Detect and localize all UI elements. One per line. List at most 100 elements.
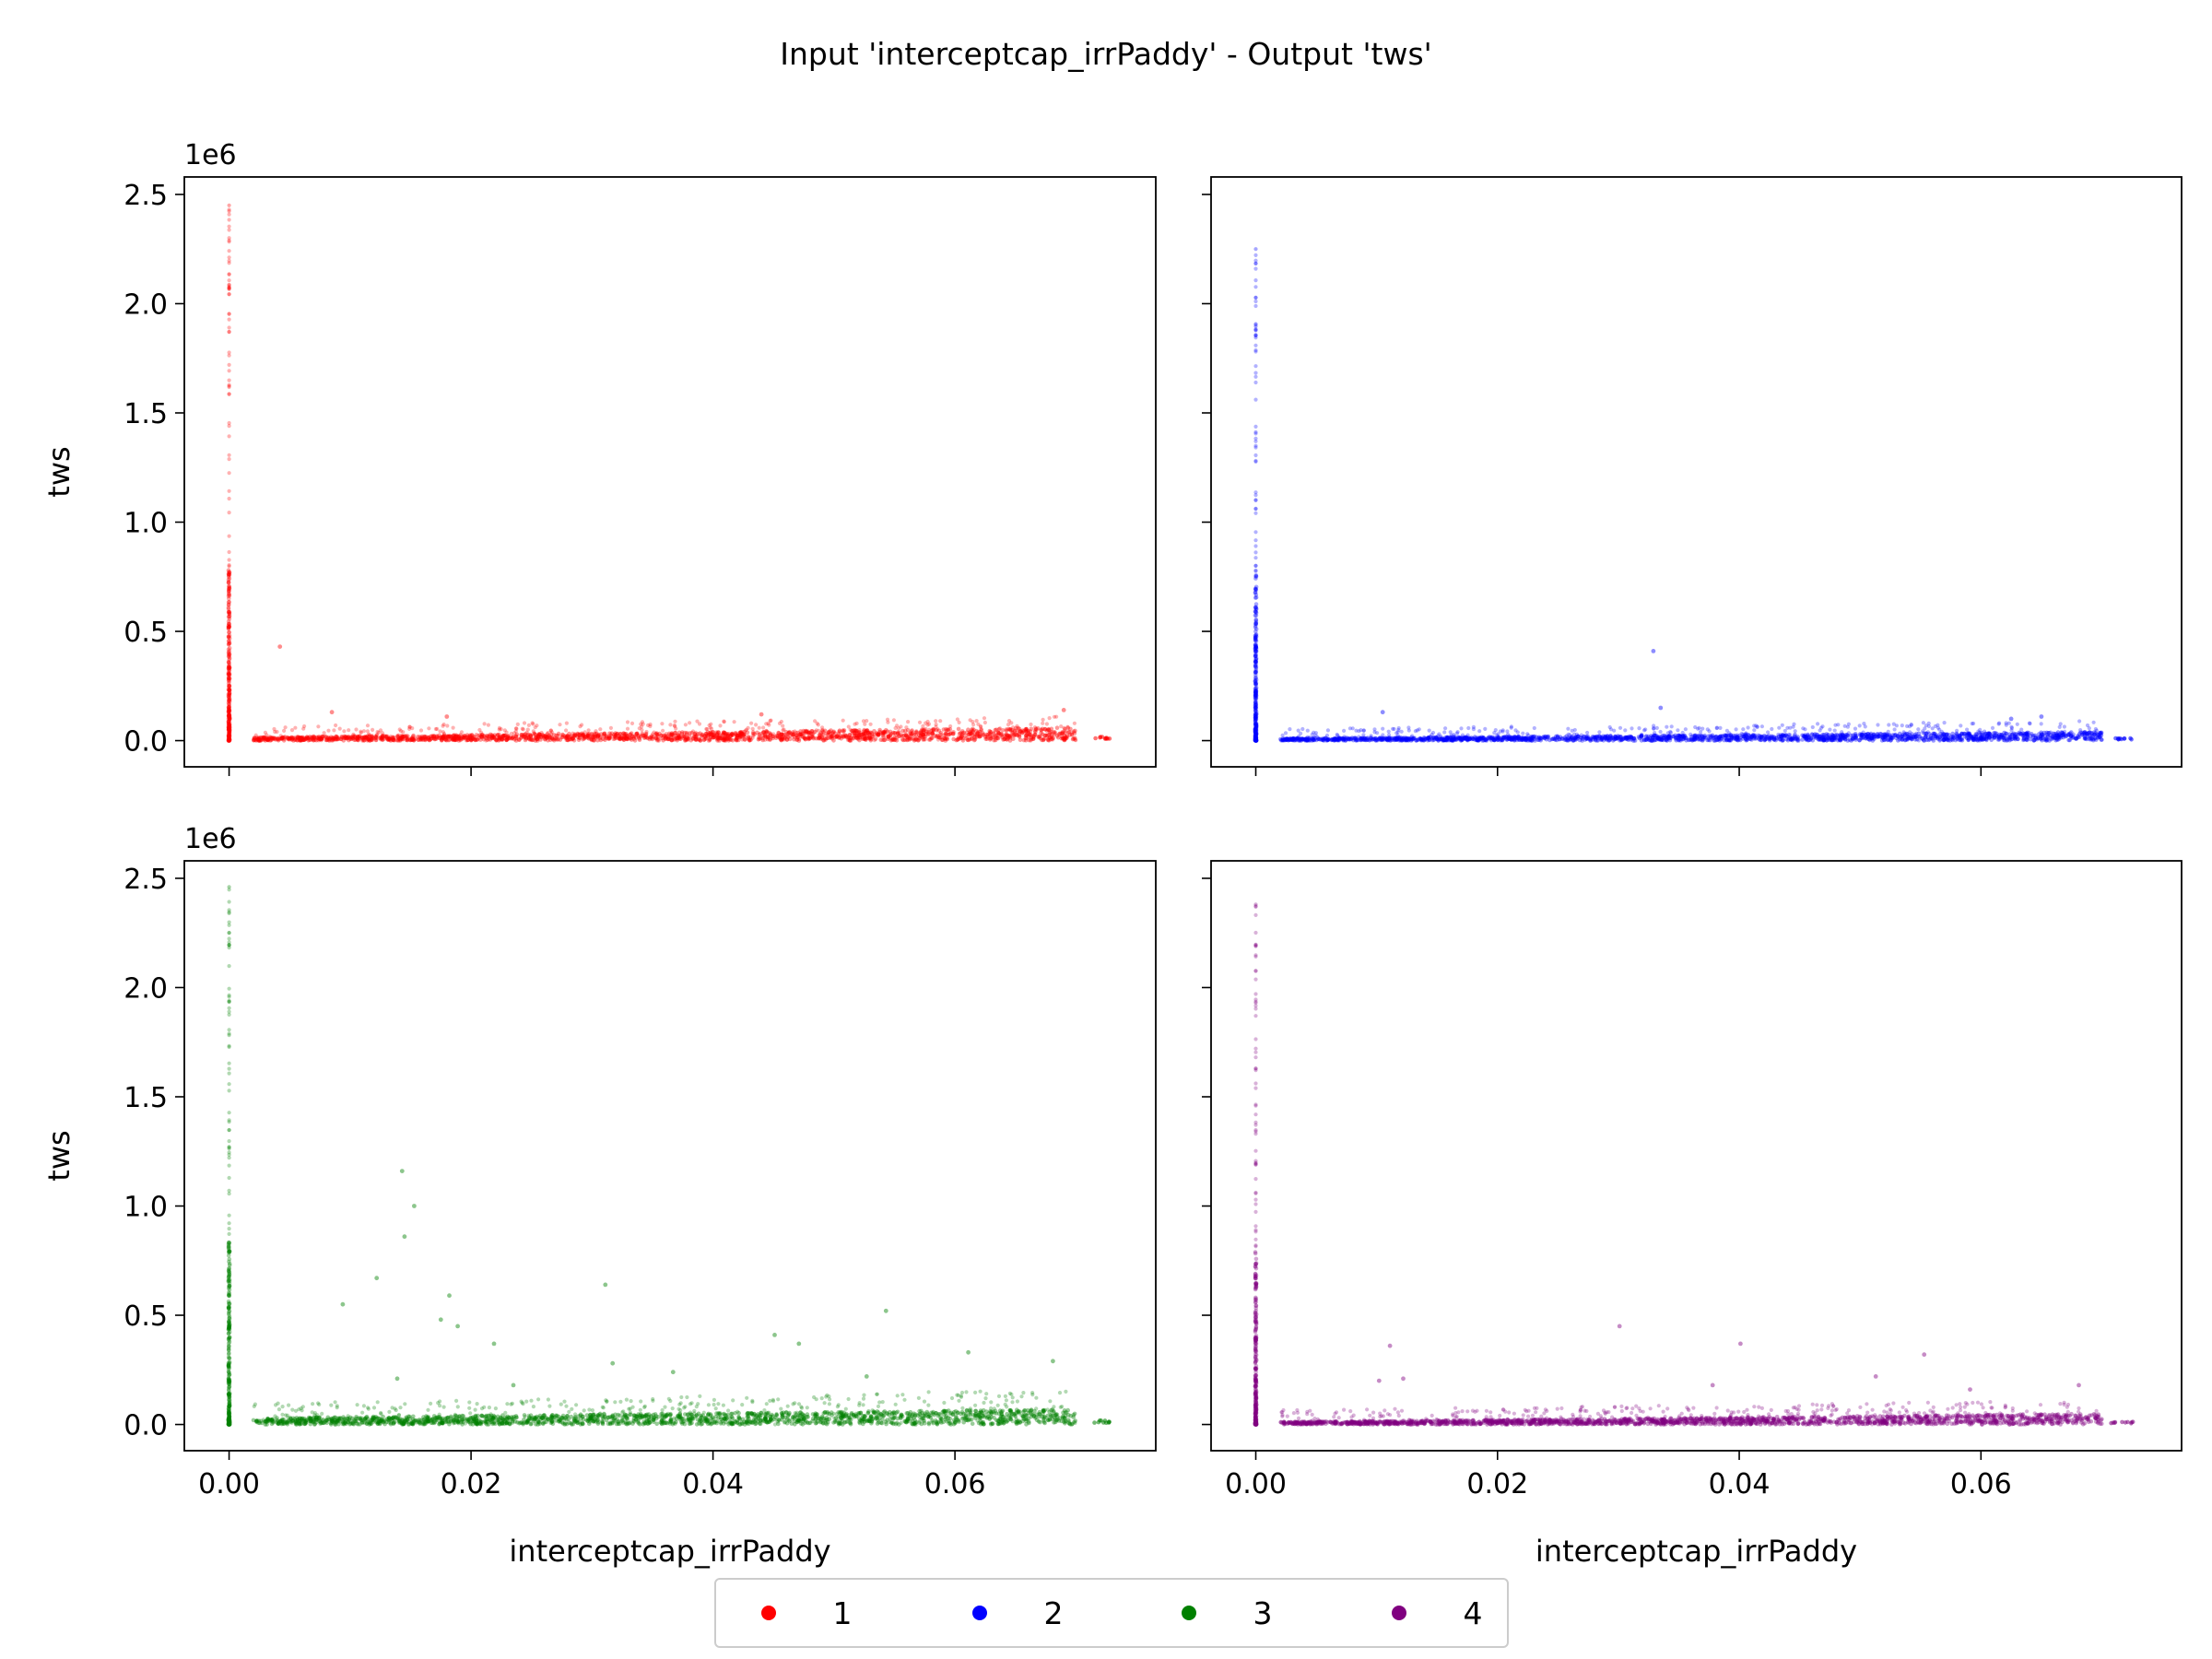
data-point bbox=[900, 728, 905, 734]
data-point bbox=[376, 730, 381, 735]
data-point bbox=[474, 733, 478, 737]
data-point bbox=[688, 721, 692, 725]
data-point bbox=[803, 737, 807, 742]
data-point bbox=[2021, 733, 2026, 737]
data-point bbox=[746, 735, 751, 739]
data-point bbox=[1253, 303, 1258, 309]
data-point bbox=[226, 695, 231, 700]
data-point bbox=[793, 729, 797, 734]
data-point bbox=[981, 733, 985, 737]
data-point bbox=[1788, 725, 1793, 730]
data-point bbox=[1846, 722, 1851, 726]
data-point bbox=[1532, 725, 1536, 731]
data-point bbox=[1278, 738, 1284, 743]
data-point bbox=[1483, 726, 1488, 732]
data-point bbox=[982, 716, 987, 721]
data-point bbox=[227, 611, 231, 617]
data-point bbox=[2083, 736, 2088, 741]
data-point bbox=[227, 705, 231, 711]
data-point bbox=[971, 726, 975, 731]
data-point bbox=[928, 737, 933, 742]
data-point bbox=[302, 724, 307, 729]
data-point bbox=[1818, 737, 1822, 742]
data-point bbox=[1741, 735, 1746, 739]
data-point bbox=[925, 723, 930, 727]
data-point bbox=[227, 723, 232, 727]
data-point bbox=[227, 624, 232, 629]
data-point bbox=[2078, 728, 2083, 733]
data-point bbox=[741, 733, 747, 738]
data-point bbox=[1780, 723, 1784, 727]
data-point bbox=[2083, 730, 2088, 735]
data-point bbox=[1406, 725, 1411, 730]
data-point bbox=[227, 716, 232, 721]
data-point bbox=[1387, 733, 1392, 737]
data-point bbox=[227, 708, 232, 712]
data-point bbox=[1818, 728, 1822, 733]
data-point bbox=[441, 722, 446, 727]
data-point bbox=[227, 649, 232, 653]
data-point bbox=[227, 629, 231, 635]
data-point bbox=[2019, 727, 2024, 732]
data-point bbox=[521, 727, 525, 732]
axes-frame bbox=[183, 176, 1157, 768]
data-point bbox=[575, 731, 580, 735]
data-point bbox=[947, 732, 951, 737]
data-point bbox=[1816, 722, 1820, 726]
data-point bbox=[1460, 733, 1465, 737]
data-point bbox=[743, 728, 748, 733]
data-point bbox=[571, 731, 575, 735]
data-point bbox=[1683, 727, 1688, 732]
data-point bbox=[1430, 730, 1436, 735]
data-point bbox=[904, 725, 909, 730]
data-point bbox=[226, 676, 231, 680]
data-point bbox=[1054, 725, 1060, 730]
data-point bbox=[1955, 734, 1960, 739]
data-point bbox=[227, 378, 231, 382]
data-point bbox=[1760, 735, 1766, 739]
data-point bbox=[817, 728, 821, 733]
data-point bbox=[579, 732, 583, 736]
data-point bbox=[1846, 731, 1851, 735]
data-point bbox=[227, 665, 232, 670]
data-point bbox=[1307, 735, 1312, 740]
data-point bbox=[948, 724, 953, 729]
data-point bbox=[1253, 429, 1258, 434]
data-point bbox=[1643, 727, 1648, 732]
data-point bbox=[966, 727, 971, 732]
data-point bbox=[1357, 735, 1361, 739]
data-point bbox=[227, 287, 231, 291]
data-point bbox=[227, 736, 231, 742]
data-point bbox=[910, 729, 914, 734]
data-point bbox=[227, 728, 232, 734]
data-point bbox=[1051, 737, 1055, 742]
data-point bbox=[1908, 735, 1912, 741]
data-point bbox=[1305, 728, 1310, 733]
data-point bbox=[990, 735, 994, 739]
data-point bbox=[1253, 498, 1258, 502]
data-point bbox=[227, 724, 231, 729]
data-point bbox=[1253, 574, 1258, 579]
data-point bbox=[1925, 730, 1930, 735]
data-point bbox=[596, 732, 601, 737]
data-point bbox=[226, 577, 231, 582]
data-point bbox=[882, 729, 888, 735]
data-point bbox=[1741, 727, 1746, 732]
data-point bbox=[1383, 736, 1388, 741]
data-point bbox=[1394, 735, 1399, 740]
data-point bbox=[1391, 726, 1395, 731]
data-point bbox=[1862, 722, 1866, 726]
data-point bbox=[1471, 727, 1476, 732]
data-point bbox=[2015, 722, 2019, 726]
data-point bbox=[920, 728, 924, 733]
data-point bbox=[522, 721, 527, 725]
data-point bbox=[226, 618, 231, 624]
data-point bbox=[1521, 731, 1525, 735]
data-point bbox=[761, 725, 766, 730]
data-point bbox=[1004, 732, 1008, 736]
data-point bbox=[1253, 266, 1258, 271]
data-point bbox=[1310, 732, 1314, 737]
data-point bbox=[226, 734, 231, 739]
data-point bbox=[660, 722, 665, 726]
data-point bbox=[716, 736, 721, 742]
